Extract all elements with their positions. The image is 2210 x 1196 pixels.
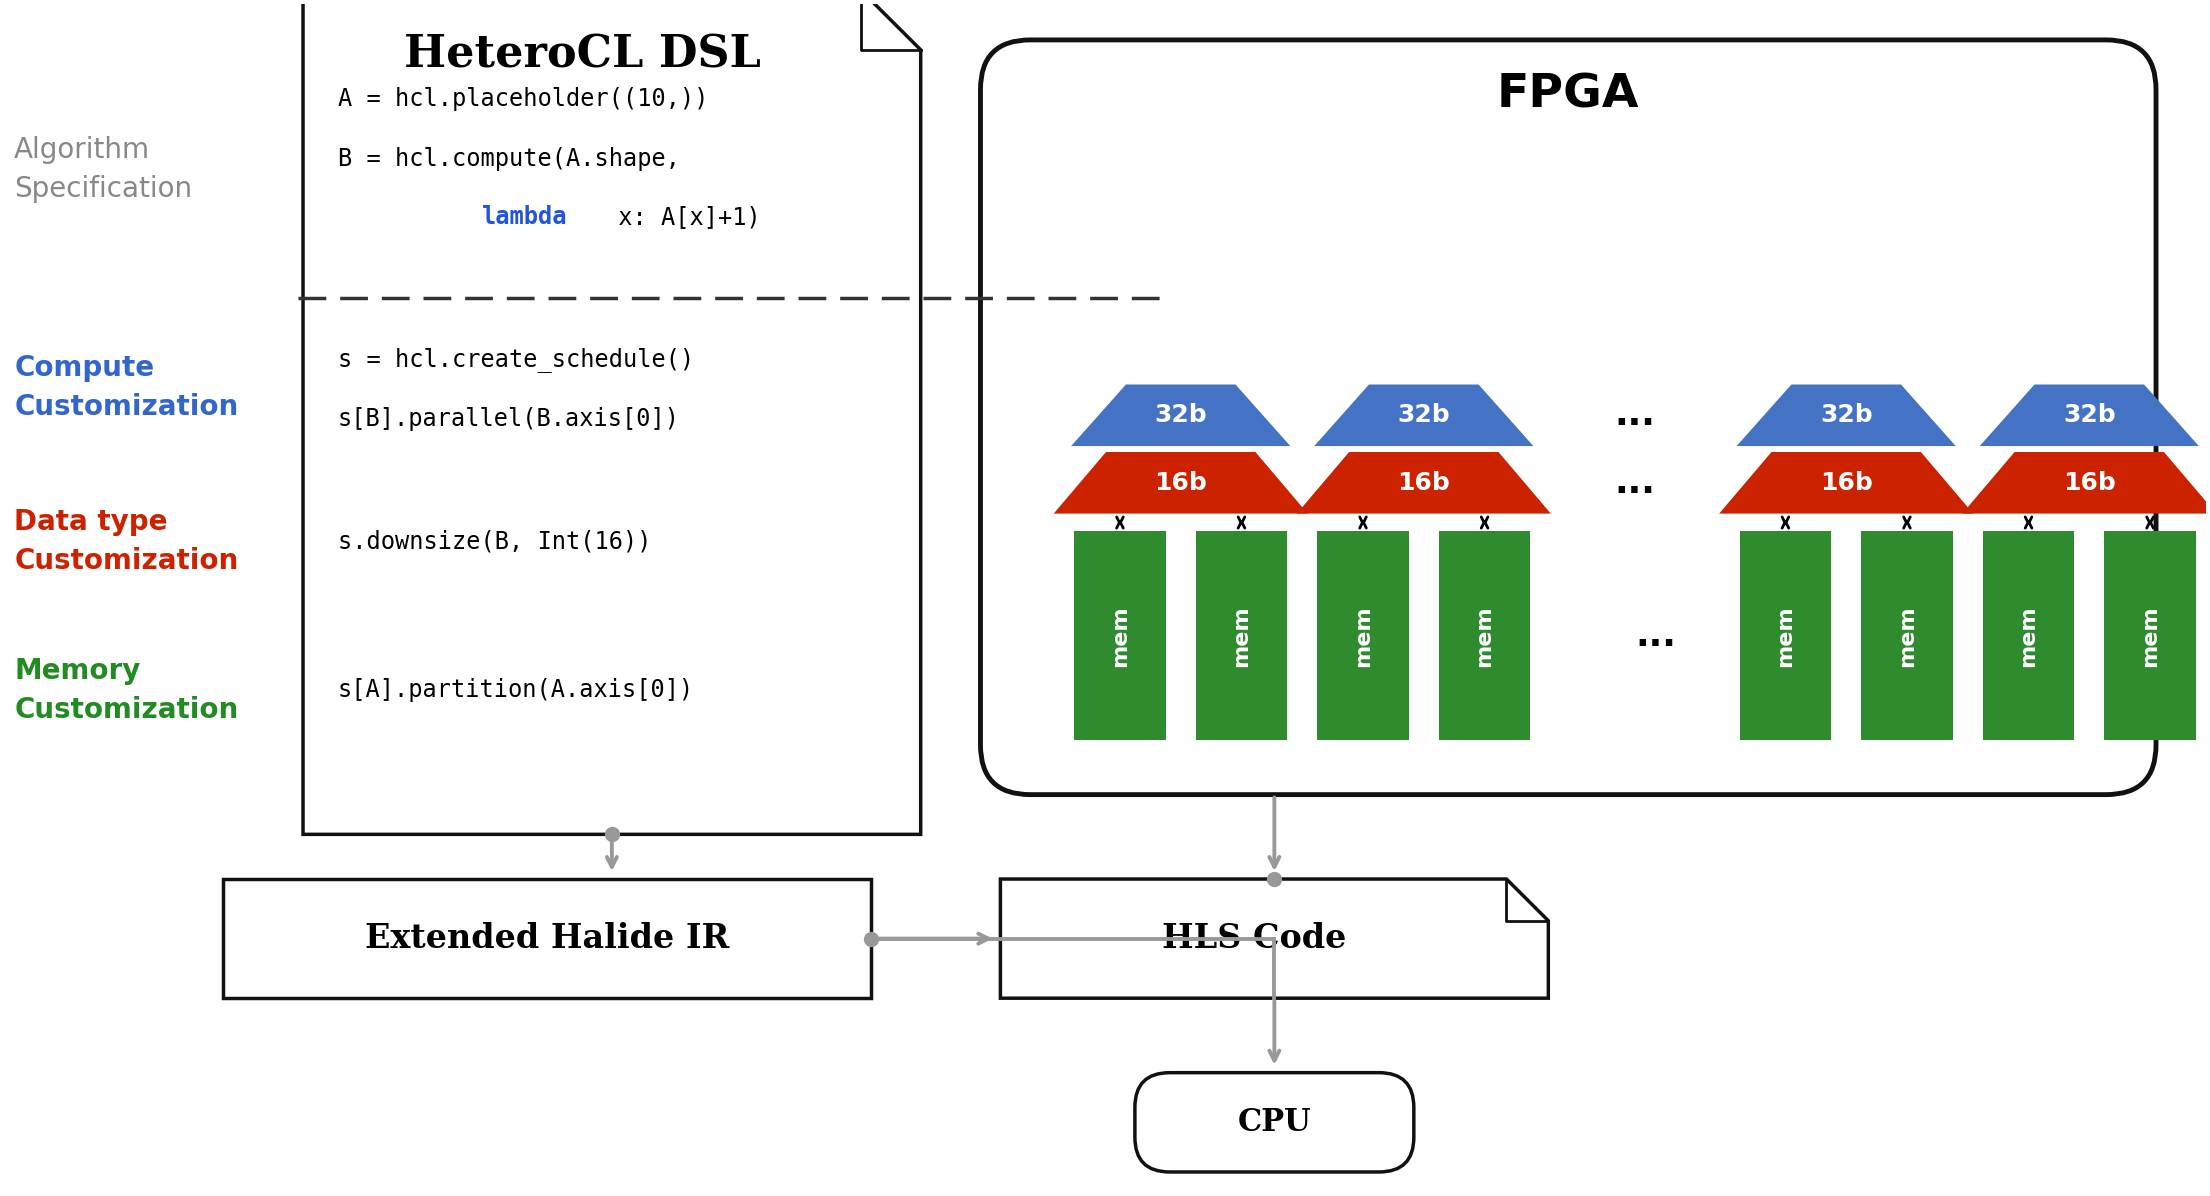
Text: Memory
Customization: Memory Customization [13,657,239,724]
Polygon shape [1315,384,1534,446]
FancyBboxPatch shape [1196,531,1286,740]
Polygon shape [1054,452,1308,513]
Text: 32b: 32b [1397,403,1450,427]
FancyBboxPatch shape [1739,531,1832,740]
Text: s[B].parallel(B.axis[0]): s[B].parallel(B.axis[0]) [338,408,681,432]
Text: mem: mem [1474,605,1494,666]
Text: ...: ... [1616,398,1655,432]
Text: CPU: CPU [1238,1106,1311,1137]
Text: mem: mem [2139,605,2159,666]
Text: 32b: 32b [1154,403,1207,427]
FancyBboxPatch shape [981,39,2157,794]
Text: mem: mem [1109,605,1129,666]
Text: mem: mem [1231,605,1251,666]
Text: mem: mem [1775,605,1795,666]
Polygon shape [1962,452,2210,513]
Text: 16b: 16b [1819,471,1872,495]
FancyBboxPatch shape [1136,1073,1414,1172]
Polygon shape [1297,452,1551,513]
Text: mem: mem [2018,605,2038,666]
FancyBboxPatch shape [2104,531,2197,740]
FancyBboxPatch shape [1074,531,1165,740]
FancyBboxPatch shape [1861,531,1954,740]
Polygon shape [1001,879,1549,999]
Text: 32b: 32b [1819,403,1872,427]
Text: s[A].partition(A.axis[0]): s[A].partition(A.axis[0]) [338,678,694,702]
Polygon shape [1737,384,1956,446]
Text: mem: mem [1896,605,1916,666]
Polygon shape [1072,384,1291,446]
Text: mem: mem [1353,605,1372,666]
Text: HLS Code: HLS Code [1162,922,1346,956]
Text: A = hcl.placeholder((10,)): A = hcl.placeholder((10,)) [338,87,709,111]
Text: 16b: 16b [1154,471,1207,495]
FancyBboxPatch shape [1439,531,1529,740]
Text: FPGA: FPGA [1496,72,1640,117]
Text: Algorithm
Specification: Algorithm Specification [13,135,192,202]
FancyBboxPatch shape [1317,531,1408,740]
FancyBboxPatch shape [1982,531,2075,740]
Text: ...: ... [1635,618,1677,653]
Text: s.downsize(B, Int(16)): s.downsize(B, Int(16)) [338,530,652,554]
Text: Data type
Customization: Data type Customization [13,508,239,575]
Text: x: A[x]+1): x: A[x]+1) [603,205,760,228]
Bar [223,879,871,999]
Text: Extended Halide IR: Extended Halide IR [365,922,729,956]
Text: Compute
Customization: Compute Customization [13,354,239,421]
Text: s = hcl.create_schedule(): s = hcl.create_schedule() [338,347,694,372]
Text: 16b: 16b [2062,471,2115,495]
Text: B = hcl.compute(A.shape,: B = hcl.compute(A.shape, [338,147,681,171]
Text: HeteroCL DSL: HeteroCL DSL [404,33,760,77]
Polygon shape [303,0,922,835]
Text: 16b: 16b [1397,471,1450,495]
Polygon shape [1980,384,2199,446]
Text: lambda: lambda [482,205,568,228]
Polygon shape [1719,452,1974,513]
Text: 32b: 32b [2062,403,2115,427]
Text: ...: ... [1616,465,1655,500]
